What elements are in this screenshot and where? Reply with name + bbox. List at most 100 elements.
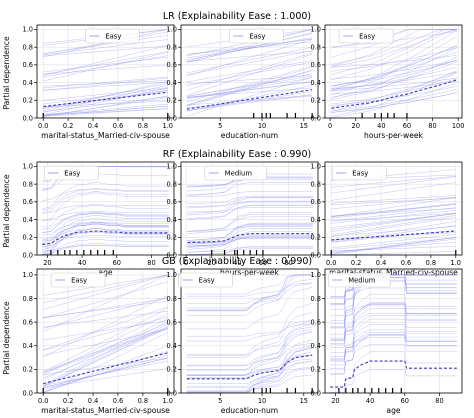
ice-line [186, 95, 313, 108]
ice-line [331, 182, 456, 201]
ice-line [186, 50, 313, 62]
ice-line [186, 347, 313, 393]
ice-line [186, 282, 313, 297]
ice-line [186, 302, 313, 355]
ice-line [186, 32, 313, 63]
ice-line [331, 175, 456, 188]
ice-line [330, 369, 457, 393]
ice-line [43, 274, 168, 333]
legend-label: Easy [199, 277, 215, 285]
y-tick-label: 0.4 [167, 342, 178, 350]
ice-line [331, 229, 456, 243]
ice-line [186, 65, 313, 103]
ice-line [331, 70, 457, 112]
legend-box [338, 28, 394, 44]
ice-line [186, 274, 313, 295]
legend-box [178, 272, 233, 288]
x-tick-label: 0.8 [426, 259, 437, 267]
ice-line [331, 29, 457, 65]
x-tick-label: 40 [233, 259, 241, 267]
legend-label: Easy [105, 33, 121, 41]
ice-line [331, 47, 458, 99]
ice-line [43, 55, 168, 78]
ice-line [330, 324, 457, 359]
ice-line [43, 274, 168, 296]
ice-line [42, 232, 169, 249]
x-tick-label: 60 [259, 259, 267, 267]
axes-frame [36, 268, 175, 394]
ice-line [186, 320, 313, 371]
ice-line [331, 59, 457, 92]
ice-line [331, 216, 456, 237]
x-tick-label: 1.0 [163, 122, 174, 130]
x-tick-label: 0.0 [38, 397, 49, 405]
y-tick-label: 0.0 [311, 114, 322, 122]
ice-line [186, 367, 313, 393]
ice-line [331, 61, 457, 98]
ice-line [186, 39, 313, 77]
ice-line [187, 207, 313, 213]
ice-line [331, 225, 456, 243]
y-tick-label: 1.0 [311, 26, 322, 34]
ice-line [43, 326, 168, 388]
row-title-lr: LR (Explainability Ease : 1.000) [163, 11, 311, 22]
ice-line [331, 197, 456, 206]
ice-line [187, 236, 313, 247]
x-tick-label: 0.6 [113, 122, 124, 130]
x-axis-label: education-num [221, 406, 278, 415]
axes-frame [180, 24, 319, 119]
ice-line [331, 197, 456, 218]
ice-line [43, 274, 168, 310]
ice-line [43, 300, 168, 318]
x-axis-label: hours-per-week [364, 131, 424, 140]
legend-label: Medium [348, 277, 376, 285]
ice-line [186, 343, 313, 367]
ice-line [187, 179, 313, 187]
rf-hours-per-week-panel: 0.0 0.2 0.4 0.6 0.8 1.0 0 20 40 60 80 hours-per-wee… [167, 161, 319, 277]
gb-marital-status-panel: 0.00.20.40.60.81.00.0 0.2 0.4 0.6 0.8 1.0mari… [23, 268, 175, 415]
pd-line [43, 352, 168, 385]
axes-frame [324, 24, 463, 119]
pd-line [186, 89, 313, 110]
ice-line [331, 88, 457, 112]
y-tick-label: 0.0 [23, 114, 34, 122]
ice-line [186, 346, 313, 392]
x-tick-label: 20 [352, 122, 360, 130]
ice-line [43, 56, 168, 73]
ice-line [187, 191, 313, 197]
ice-line [186, 81, 313, 98]
ice-line [43, 274, 168, 303]
ice-line [186, 320, 313, 342]
y-tick-label: 0.2 [311, 366, 322, 374]
ice-lines [43, 274, 168, 393]
ice-line [42, 204, 169, 214]
pd-line [331, 230, 456, 241]
ice-line [187, 195, 313, 204]
ice-line [42, 239, 169, 255]
ice-line [330, 294, 457, 340]
y-tick-label: 0.6 [167, 198, 178, 206]
row-title-gb: GB (Explainability Ease : 0.990) [162, 256, 312, 267]
pd-line [187, 233, 313, 244]
ice-line [43, 316, 168, 351]
y-tick-label: 0.6 [167, 61, 178, 69]
ice-line [187, 231, 313, 250]
ice-line [187, 197, 313, 214]
ice-line [331, 82, 457, 118]
pd-line [331, 79, 458, 109]
ice-line [331, 209, 456, 224]
y-tick-label: 0.8 [23, 295, 34, 303]
x-tick-label: 1.0 [451, 259, 462, 267]
ice-line [187, 246, 313, 253]
y-tick-label: 0.2 [23, 234, 34, 242]
ice-line [42, 222, 169, 246]
y-tick-label: 0.2 [311, 234, 322, 242]
ice-line [330, 302, 457, 345]
ice-line [186, 351, 313, 393]
legend-box [327, 272, 391, 288]
ice-line [43, 103, 168, 115]
ice-line [331, 212, 456, 222]
ice-line [42, 228, 169, 242]
x-tick-label: 40 [377, 122, 385, 130]
